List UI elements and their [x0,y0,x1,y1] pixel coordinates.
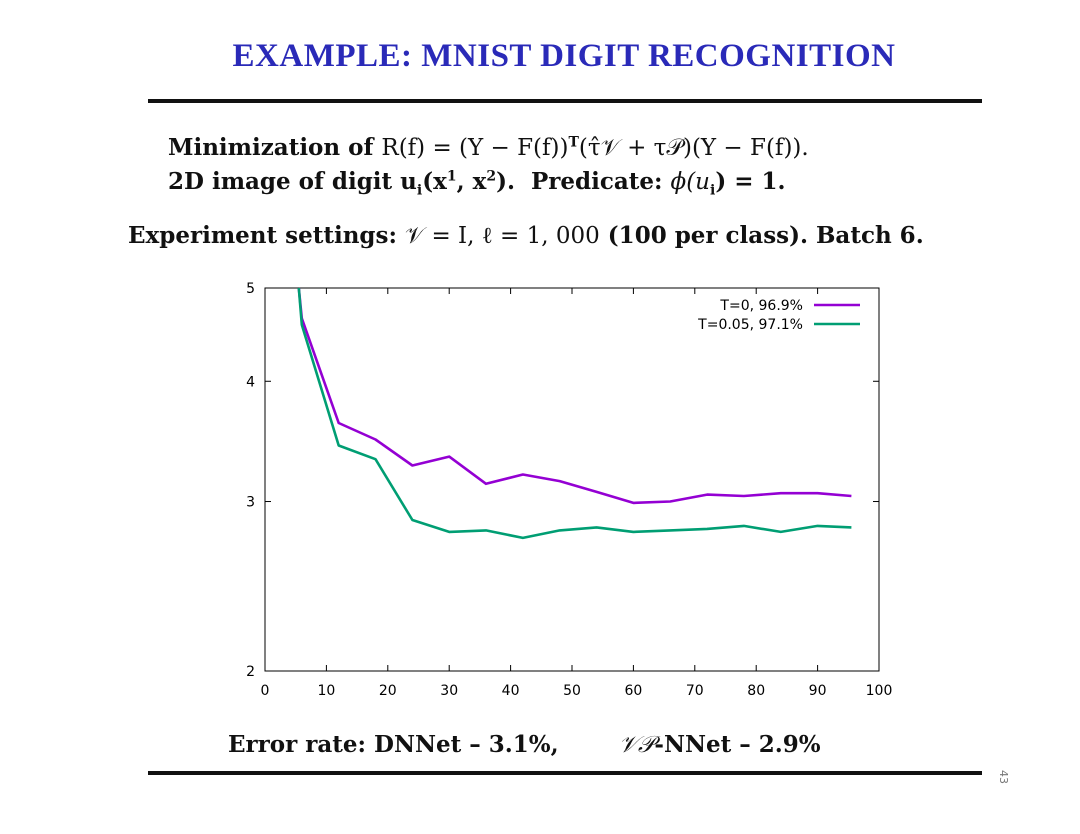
y-tick-label: 5 [246,281,255,297]
objective-formula: R(f) = (Y − F(f)) [381,135,569,161]
objective-formula-rest: (τ̂𝒱 + τ𝒫)(Y − F(f)). [578,135,809,161]
y-tick-label: 3 [246,495,255,511]
x-tick-label: 10 [317,683,335,699]
error-rate-line: Error rate: DNNet – 3.1%, 𝒱𝒫-NNet – 2.9% [228,731,821,758]
page-number: 43 [997,770,1010,784]
x-tick-label: 30 [440,683,458,699]
series-lines [297,287,852,540]
series-line-1 [297,287,852,505]
experiment-settings-line: Experiment settings: 𝒱 = I, ℓ = 1, 000 (… [128,222,924,249]
x-tick-label: 90 [809,683,827,699]
x-tick-label: 50 [563,683,581,699]
x-tick-label: 0 [261,683,270,699]
x-tick-label: 80 [747,683,765,699]
x-tick-label: 70 [686,683,704,699]
y-tick-label: 4 [246,374,255,390]
plot-frame [264,287,880,672]
legend-label-2: T=0.05, 97.1% [697,317,803,333]
legend: T=0, 96.9% T=0.05, 97.1% [697,298,860,333]
y-tick-label: 2 [246,664,255,680]
slide-title: EXAMPLE: MNIST DIGIT RECOGNITION [232,38,896,74]
bottom-divider [148,771,982,775]
x-tick-label: 60 [624,683,642,699]
top-divider [148,99,982,103]
series-line-2 [297,287,852,540]
minimization-line: Minimization of R(f) = (Y − F(f))T(τ̂𝒱 +… [168,134,809,161]
legend-label-1: T=0, 96.9% [719,298,803,314]
image-predicate-line: 2D image of digit ui(x1, x2). Predicate:… [168,168,786,199]
x-tick-label: 100 [866,683,893,699]
x-tick-label: 40 [502,683,520,699]
axis-ticks: 0 10 20 30 40 50 60 70 80 90 100 2 3 4 5 [246,281,892,699]
x-tick-label: 20 [379,683,397,699]
settings-formula: 𝒱 = I, ℓ = 1, 000 [404,223,600,249]
